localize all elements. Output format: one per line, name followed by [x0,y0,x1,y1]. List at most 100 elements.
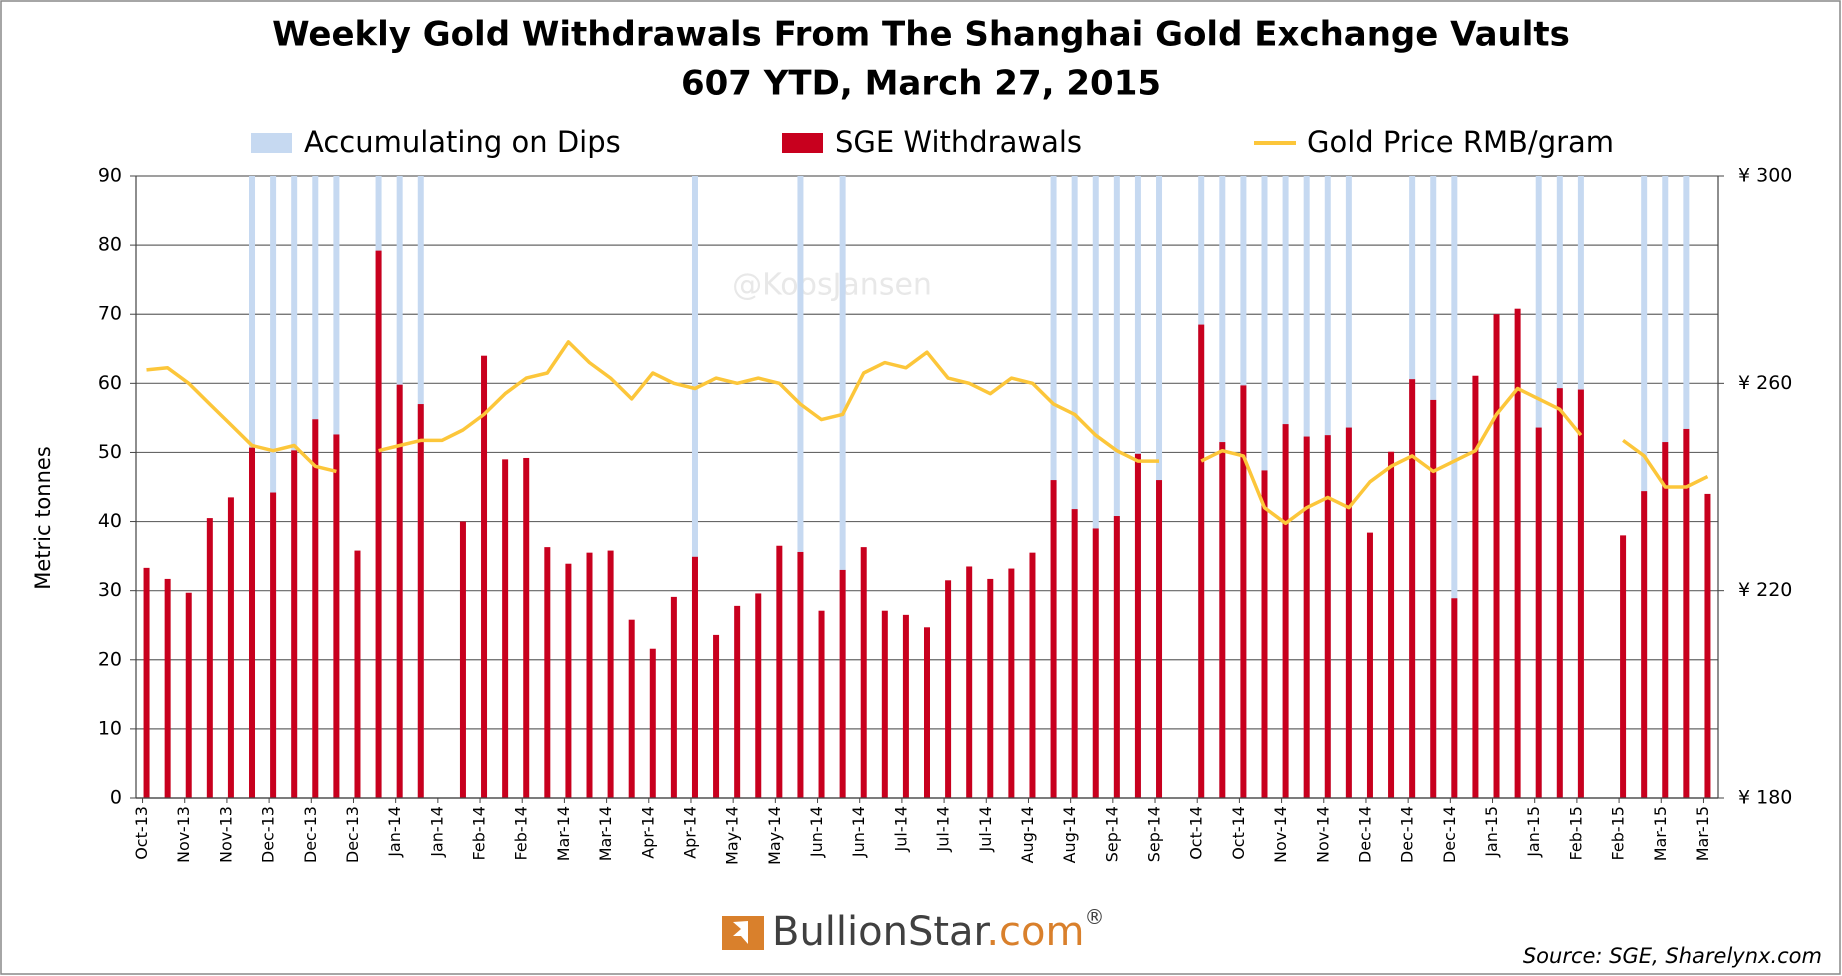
bar [797,176,804,798]
chart-subtitle: 607 YTD, March 27, 2015 [681,64,1161,104]
y-tick-label: 80 [98,234,122,256]
bar [227,497,234,798]
bar [312,419,319,798]
y2-tick-label: ¥ 180 [1738,787,1792,809]
bar [1451,176,1458,798]
logo: BullionStar.com® [722,905,1104,956]
y-tick-label: 70 [98,303,122,325]
bar [755,593,762,798]
x-tick-label: Jan-14 [427,806,446,858]
bar [860,547,867,798]
bar [1683,428,1690,798]
x-tick-label: Dec-13 [259,806,278,863]
logo-domain: .com [986,909,1084,955]
x-tick-label: Feb-14 [512,806,531,860]
bar [1198,324,1205,798]
bar [333,434,340,798]
x-tick-label: Oct-13 [132,806,151,860]
bar [1071,509,1078,798]
source-note: Source: SGE, Sharelynx.com [1523,944,1822,968]
bar [396,384,403,798]
bar [924,627,930,798]
bar [586,552,593,798]
y-axis-label: Metric tonnes [31,446,55,590]
bar [1556,388,1563,798]
x-tick-label: Dec-14 [1355,806,1374,863]
x-tick-label: Jun-14 [849,806,868,858]
x-tick-label: Jan-15 [1482,806,1501,858]
bar [1092,176,1099,798]
x-tick-label: Jan-14 [385,806,404,858]
bar [291,450,298,798]
bar [1641,176,1648,798]
y-tick-label: 90 [98,165,122,187]
bar [1366,532,1373,798]
bar [881,610,888,798]
bar [1113,516,1120,798]
logo-text: BullionStar.com® [772,905,1104,956]
bar [839,176,846,798]
y-tick-label: 40 [98,510,122,532]
x-tick-label: Nov-13 [174,806,193,863]
bar [1050,480,1057,798]
bar [270,176,277,798]
y2-tick-label: ¥ 300 [1738,165,1792,187]
x-tick-label: Jul-14 [934,806,953,852]
bar [459,521,466,798]
bar [607,550,614,798]
x-tick-label: Mar-15 [1693,806,1712,861]
x-tick-label: Sep-14 [1102,806,1121,862]
bar [734,605,741,798]
bar [945,580,952,798]
bar [670,596,677,798]
y2-tick-label: ¥ 220 [1738,579,1792,601]
bar [354,550,361,798]
bar [1282,424,1289,798]
bar [1156,480,1163,798]
x-tick-label: Mar-14 [554,806,573,861]
bar [1029,552,1036,798]
x-tick-label: Sep-14 [1145,806,1164,862]
bar [249,447,256,798]
x-tick-label: Feb-14 [470,806,489,860]
bar [1261,470,1268,798]
bar [1409,379,1416,798]
bar [713,634,720,798]
bar [839,569,846,798]
legend-label: Gold Price RMB/gram [1307,125,1614,159]
x-tick-label: May-14 [765,806,784,865]
x-tick-label: Aug-14 [1018,806,1037,863]
x-tick-label: Feb-15 [1609,806,1628,860]
bar [1577,389,1584,798]
y-tick-label: 50 [98,441,122,463]
x-tick-label: Nov-13 [216,806,235,863]
bar [164,578,171,798]
bar [987,578,994,798]
x-tick-label: Aug-14 [1060,806,1079,863]
bar [649,648,656,798]
watermark: @KoosJansen [732,268,932,303]
bar [1662,442,1669,798]
x-tick-label: Dec-14 [1398,806,1417,863]
x-tick-label: May-14 [723,806,742,865]
bar [1071,176,1078,798]
bar [565,563,572,798]
bar [1620,535,1627,798]
x-tick-label: Dec-13 [343,806,362,863]
x-tick-label: Nov-14 [1313,806,1332,863]
x-tick-label: Dec-13 [301,806,320,863]
bar [143,567,150,798]
bar [502,459,509,798]
bar [818,610,825,798]
bar [966,566,973,798]
x-tick-label: Nov-14 [1271,806,1290,863]
y-tick-label: 20 [98,648,122,670]
bar [1113,176,1120,798]
bar [902,614,909,798]
x-tick-label: Oct-14 [1187,806,1206,860]
y2-tick-label: ¥ 260 [1738,372,1792,394]
x-tick-label: Oct-14 [1229,806,1248,860]
logo-mark: ® [1084,905,1104,929]
logo-star [733,921,748,944]
